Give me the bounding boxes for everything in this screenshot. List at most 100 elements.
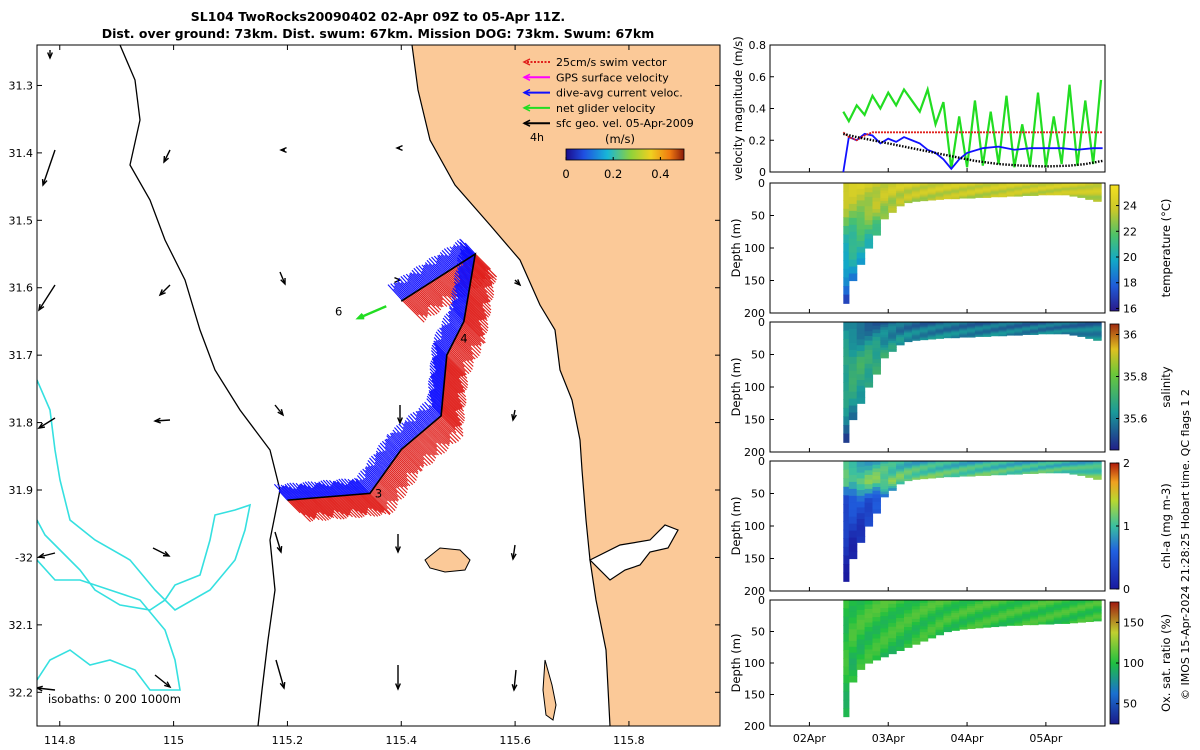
profile-cell xyxy=(1053,331,1063,333)
profile-cell xyxy=(1014,610,1023,614)
profile-cell xyxy=(1085,192,1094,195)
profile-cell xyxy=(1030,605,1039,608)
profile-cell xyxy=(990,615,1000,618)
profile-cell xyxy=(919,335,929,338)
profile-cell xyxy=(998,187,1008,190)
track-vector xyxy=(437,329,453,346)
profile-cell xyxy=(880,205,889,210)
profile-cell xyxy=(1069,186,1079,189)
profile-cell xyxy=(1093,189,1102,192)
profile-cell xyxy=(935,622,945,626)
profile-cell xyxy=(1053,324,1063,326)
profile-cell xyxy=(864,604,874,610)
profile-cell xyxy=(982,468,992,470)
track-vector xyxy=(390,283,406,300)
profile-cell xyxy=(1069,190,1079,192)
track-vector xyxy=(450,253,461,265)
profile-cell xyxy=(904,640,913,645)
track-vector xyxy=(459,328,482,351)
profile-cell xyxy=(848,349,858,358)
profile-cell xyxy=(1038,469,1047,471)
profile-cell xyxy=(1006,470,1015,472)
profile-cell xyxy=(1077,600,1086,603)
track-vector xyxy=(436,354,447,366)
profile-cell xyxy=(888,479,897,483)
track-vector xyxy=(449,348,464,363)
profile-cell xyxy=(1022,605,1031,608)
profile-cell xyxy=(951,326,960,329)
track-vector xyxy=(424,429,448,452)
track-vector xyxy=(421,270,433,283)
track-vector xyxy=(452,287,468,304)
profile-cell xyxy=(967,326,976,328)
profile-cell xyxy=(1022,327,1031,329)
profile-cell xyxy=(967,626,976,629)
profile-cell xyxy=(864,609,874,615)
profile-cell xyxy=(974,617,984,621)
profile-cell xyxy=(1085,473,1094,476)
profile-cell xyxy=(1014,332,1023,334)
profile-cell xyxy=(904,188,913,191)
track-vector xyxy=(426,427,449,450)
profile-cell xyxy=(880,198,889,202)
profile-cell xyxy=(927,334,937,336)
profile-cell xyxy=(1022,190,1031,193)
track-vector xyxy=(431,357,446,373)
track-vector xyxy=(444,325,457,339)
track-vector xyxy=(446,354,467,376)
profile-cell xyxy=(974,601,984,605)
profile-cell xyxy=(943,322,952,324)
track-vector xyxy=(414,291,438,315)
track-vector xyxy=(462,323,482,343)
profile-cell xyxy=(959,192,968,195)
map-xtick-label: 115.8 xyxy=(613,734,645,747)
profile-cell xyxy=(1030,470,1039,473)
profile-cell xyxy=(1006,603,1015,606)
profile-cell xyxy=(864,183,874,189)
profile-cell xyxy=(843,330,850,340)
profile-cell xyxy=(998,328,1008,331)
profile-cell xyxy=(872,351,881,357)
profile-cell xyxy=(998,183,1008,185)
profile-cell xyxy=(959,187,968,189)
profile-cell xyxy=(904,610,913,615)
profile-cell xyxy=(1069,617,1079,621)
profile-cell xyxy=(1053,611,1063,614)
profile-cell xyxy=(856,235,866,242)
profile-cell xyxy=(904,335,913,338)
profile-cell xyxy=(1038,464,1047,466)
profile-cell xyxy=(959,190,968,193)
geo-velocity-arrow xyxy=(37,685,56,692)
profile-cell xyxy=(1014,322,1023,325)
track-vector xyxy=(432,342,447,359)
track-vector xyxy=(332,482,346,496)
profile-cell xyxy=(872,325,881,331)
track-vector xyxy=(417,410,431,426)
profile-cell xyxy=(935,189,945,192)
profile-cell xyxy=(843,666,850,676)
track-vector xyxy=(284,483,300,500)
profile-cell xyxy=(982,196,992,198)
profile-cell xyxy=(872,186,881,192)
profile-cell xyxy=(864,322,874,328)
profile-cell xyxy=(856,659,866,665)
profile-cell xyxy=(1053,326,1063,328)
island-rottnest xyxy=(424,547,471,573)
profile-cell xyxy=(1093,461,1102,463)
track-vector xyxy=(469,288,492,311)
track-vector xyxy=(362,479,373,491)
colorbar-tick-label: 100 xyxy=(1123,657,1144,670)
profile-cell xyxy=(982,601,992,605)
profile-cell xyxy=(935,473,945,476)
profile-cell xyxy=(872,475,881,481)
profile-cell xyxy=(943,600,952,603)
profile-cell xyxy=(904,340,913,343)
profile-cell xyxy=(927,323,937,326)
profile-cell xyxy=(951,322,960,324)
profile-cell xyxy=(1093,331,1102,333)
profile-cell xyxy=(990,461,1000,464)
profile-cell xyxy=(951,334,960,336)
profile-cell xyxy=(959,329,968,332)
profile-cell xyxy=(998,334,1008,337)
profile-cell xyxy=(990,618,1000,622)
